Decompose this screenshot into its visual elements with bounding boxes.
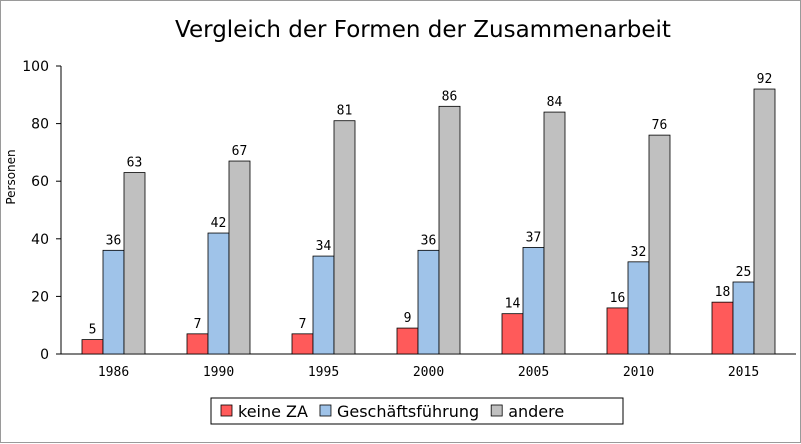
data-label: 36 bbox=[421, 233, 437, 248]
legend-label-1: keine ZA bbox=[238, 402, 308, 421]
bar-1995-3 bbox=[333, 120, 356, 355]
data-label: 9 bbox=[404, 311, 412, 326]
bar-2000-1 bbox=[396, 327, 419, 355]
y-tick-label: 100 bbox=[22, 59, 49, 75]
bar-2000-2 bbox=[417, 249, 440, 355]
data-label: 37 bbox=[526, 230, 542, 245]
bar-2010-2 bbox=[627, 261, 650, 355]
y-axis-label: Personen bbox=[4, 149, 18, 204]
legend-label-3: andere bbox=[508, 402, 564, 421]
y-tick-label: 20 bbox=[31, 289, 49, 305]
bar-1986-3 bbox=[123, 172, 146, 355]
data-label: 63 bbox=[127, 156, 143, 171]
bar-2005-1 bbox=[501, 313, 524, 355]
y-tick-label: 0 bbox=[40, 347, 49, 363]
data-label: 7 bbox=[299, 317, 307, 332]
bar-2015-2 bbox=[732, 281, 755, 355]
data-label: 18 bbox=[715, 285, 731, 300]
bar-1990-1 bbox=[186, 333, 209, 355]
y-tick-label: 60 bbox=[31, 174, 49, 190]
bar-2010-3 bbox=[648, 134, 671, 355]
bar-2015-3 bbox=[753, 88, 776, 355]
bar-1986-2 bbox=[102, 249, 125, 355]
x-tick-label: 2010 bbox=[623, 365, 654, 380]
data-label: 42 bbox=[211, 216, 227, 231]
data-label: 5 bbox=[89, 323, 97, 338]
x-tick-label: 1986 bbox=[98, 365, 129, 380]
y-tick-label: 40 bbox=[31, 232, 49, 248]
legend-swatch-1 bbox=[220, 404, 233, 417]
data-label: 92 bbox=[757, 72, 773, 87]
bar-1990-3 bbox=[228, 160, 251, 355]
bar-2005-2 bbox=[522, 247, 545, 355]
legend-box bbox=[210, 397, 624, 425]
bar-2015-1 bbox=[711, 301, 734, 355]
data-label: 36 bbox=[106, 233, 122, 248]
bar-2010-1 bbox=[606, 307, 629, 355]
legend-swatch-3 bbox=[490, 404, 503, 417]
x-tick-label: 2005 bbox=[518, 365, 549, 380]
data-label: 7 bbox=[194, 317, 202, 332]
bar-2000-3 bbox=[438, 105, 461, 355]
chart-title: Vergleich der Formen der Zusammenarbeit bbox=[175, 17, 671, 43]
data-label: 16 bbox=[610, 291, 626, 306]
data-label: 81 bbox=[337, 104, 353, 119]
data-label: 76 bbox=[652, 118, 668, 133]
legend-label-2: Geschäftsführung bbox=[337, 402, 479, 421]
bar-1990-2 bbox=[207, 232, 230, 355]
bar-1986-1 bbox=[81, 339, 104, 355]
x-tick-label: 1990 bbox=[203, 365, 234, 380]
x-tick-label: 2015 bbox=[728, 365, 759, 380]
plot-area: 0 20 40 60 80 100 5 36 63 1986 7 42 67 1990 7 34 81 1995 9… bbox=[22, 59, 796, 380]
data-label: 32 bbox=[631, 245, 647, 260]
data-label: 25 bbox=[736, 265, 752, 280]
legend: keine ZA Geschäftsführung andere bbox=[210, 397, 624, 425]
x-tick-label: 1995 bbox=[308, 365, 339, 380]
data-label: 67 bbox=[232, 144, 248, 159]
y-tick-label: 80 bbox=[31, 117, 49, 133]
bar-1995-1 bbox=[291, 333, 314, 355]
data-label: 14 bbox=[505, 297, 521, 312]
data-label: 34 bbox=[316, 239, 332, 254]
bar-1995-2 bbox=[312, 255, 335, 355]
data-label: 84 bbox=[547, 95, 563, 110]
legend-swatch-2 bbox=[319, 404, 332, 417]
bar-2005-3 bbox=[543, 111, 566, 355]
x-tick-label: 2000 bbox=[413, 365, 444, 380]
data-label: 86 bbox=[442, 89, 458, 104]
